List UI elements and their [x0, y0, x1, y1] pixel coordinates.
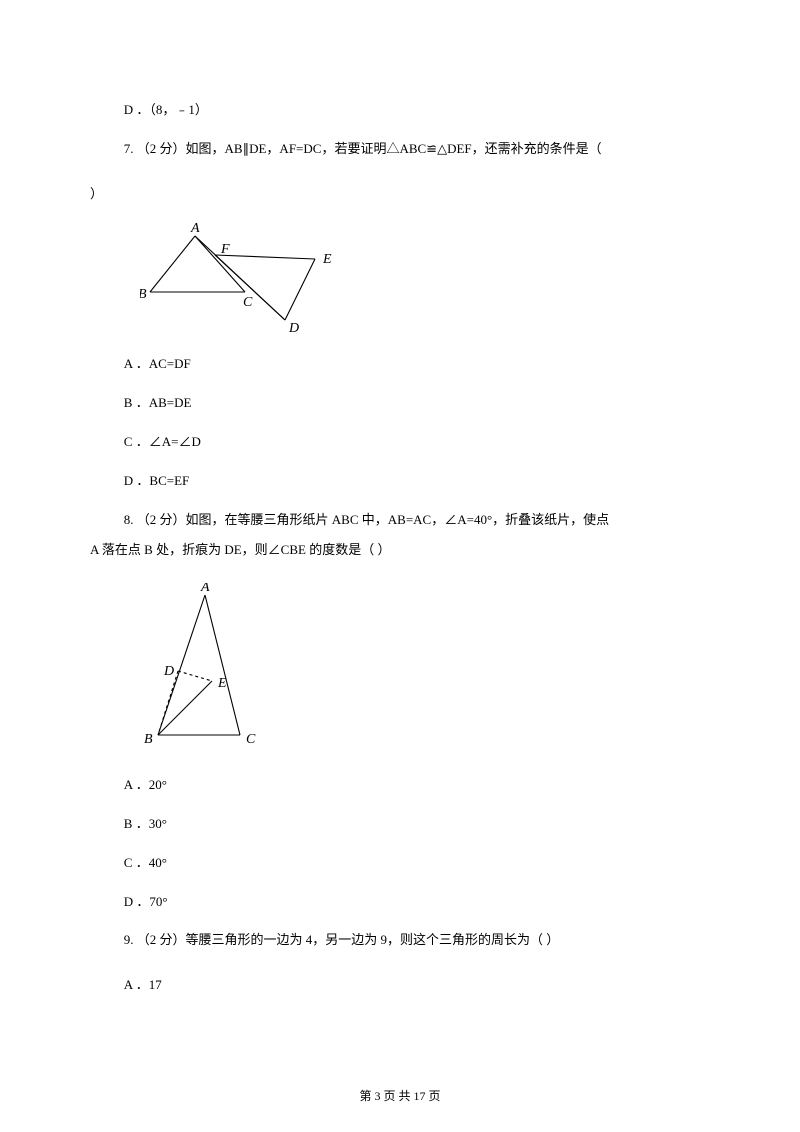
q7-option-d: D ．BC=EF [90, 471, 710, 492]
q8-diagram: A B C D E [140, 583, 270, 753]
svg-text:D: D [163, 664, 174, 679]
q7-option-a: A ．AC=DF [90, 354, 710, 375]
q8-option-a: A ．20° [90, 775, 710, 796]
svg-text:F: F [220, 242, 230, 257]
q9-option-a: A ．17 [90, 975, 710, 996]
q6-option-d: D ．（8，﹣1） [90, 100, 710, 121]
svg-text:A: A [190, 222, 200, 236]
q7-diagram: A B C F E D [140, 222, 340, 332]
q9-stem: 9. （2 分）等腰三角形的一边为 4，另一边为 9，则这个三角形的周长为（ ） [90, 930, 710, 951]
q7-option-c: C ．∠A=∠D [90, 432, 710, 453]
q7-stem-b: ） [90, 184, 710, 205]
svg-text:D: D [288, 321, 299, 332]
q8-option-d: D ．70° [90, 892, 710, 913]
svg-text:B: B [144, 732, 153, 747]
svg-text:C: C [243, 295, 253, 310]
q8-stem-b: A 落在点 B 处，折痕为 DE，则∠CBE 的度数是（ ） [90, 540, 710, 561]
svg-text:B: B [140, 287, 147, 302]
q8-option-b: B ．30° [90, 814, 710, 835]
q7-stem-a: 7. （2 分）如图，AB∥DE，AF=DC，若要证明△ABC≌△DEF，还需补… [90, 139, 710, 160]
q7-figure: A B C F E D [140, 222, 710, 332]
svg-text:E: E [322, 252, 332, 267]
page-content: D ．（8，﹣1） 7. （2 分）如图，AB∥DE，AF=DC，若要证明△AB… [0, 0, 800, 1064]
svg-text:E: E [217, 676, 227, 691]
q8-option-c: C ．40° [90, 853, 710, 874]
q8-stem-a: 8. （2 分）如图，在等腰三角形纸片 ABC 中，AB=AC，∠A=40°，折… [90, 510, 710, 531]
svg-text:A: A [200, 583, 210, 595]
q8-figure: A B C D E [140, 583, 710, 753]
q7-option-b: B ．AB=DE [90, 393, 710, 414]
svg-text:C: C [246, 732, 256, 747]
page-footer: 第 3 页 共 17 页 [0, 1087, 800, 1104]
